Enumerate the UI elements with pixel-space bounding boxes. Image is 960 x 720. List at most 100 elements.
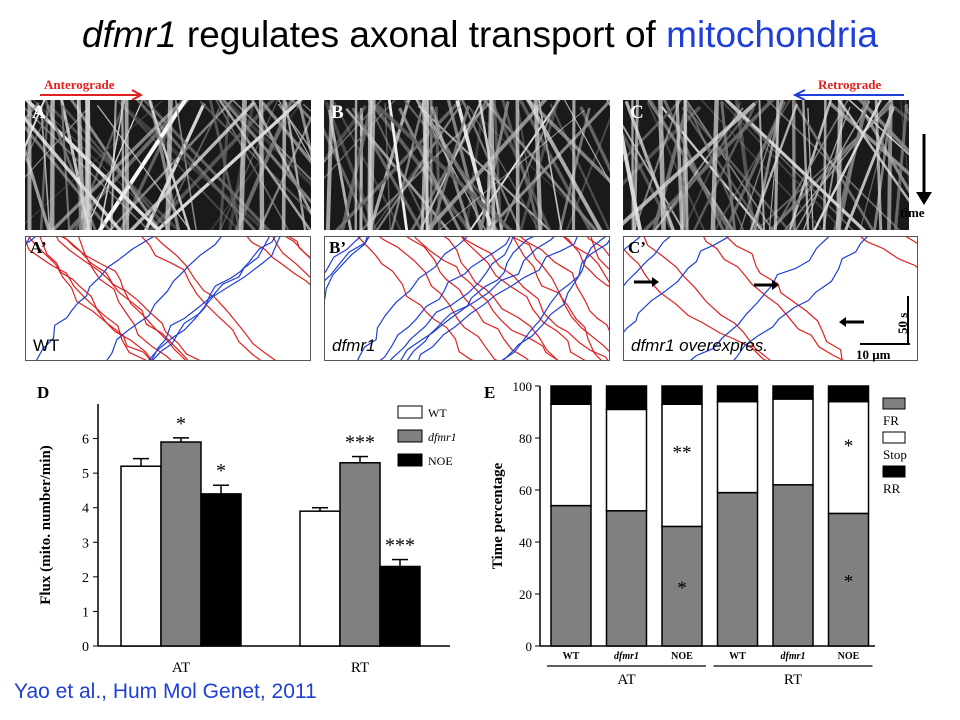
kymograph-streak	[768, 100, 894, 230]
kymograph-streak	[25, 100, 163, 224]
category-label: WT	[563, 651, 580, 662]
stacked-segment	[550, 385, 592, 405]
panel-label-a-prime: A’	[30, 238, 47, 257]
y-tick-label: 0	[526, 639, 533, 654]
kymograph-streak	[50, 102, 181, 230]
pause-arrow-head-icon	[839, 317, 846, 327]
kymograph-c	[623, 100, 909, 230]
significance-label: *	[844, 436, 854, 457]
legend-swatch	[397, 429, 423, 443]
kymograph-streak	[438, 109, 586, 230]
retrograde-trace	[325, 237, 370, 300]
title-middle: regulates axonal transport of	[176, 14, 667, 55]
kymograph-streak	[99, 100, 126, 230]
kymograph-stationary	[836, 100, 843, 230]
legend-swatch	[397, 453, 423, 467]
kymograph-streak	[25, 116, 123, 230]
kymograph-stationary	[425, 100, 430, 230]
anterograde-trace	[62, 237, 187, 360]
kymograph-streak	[366, 100, 473, 230]
panel-label-a: A	[32, 102, 46, 123]
retrograde-trace	[733, 237, 868, 360]
kymograph-streak	[844, 105, 896, 230]
anterograde-trace	[154, 237, 276, 360]
group-label: RT	[784, 672, 802, 688]
kymograph-stationary	[658, 100, 666, 230]
category-label: AT	[172, 660, 190, 676]
significance-label: ***	[385, 535, 415, 557]
anterograde-trace	[562, 237, 609, 283]
kymograph-streak	[525, 100, 610, 184]
chart-d: 0 1 2 3 4 5 6 Flux (mito. number/min) * * AT *** ***…	[38, 404, 457, 676]
kymograph-streak	[174, 100, 197, 230]
kymograph-streak	[430, 105, 470, 230]
kymograph-streak	[129, 101, 256, 230]
kymograph-streak	[873, 100, 894, 230]
retrograde-trace	[26, 237, 28, 361]
anterograde-trace	[461, 237, 586, 360]
kymograph-stationary	[281, 100, 287, 230]
anterograde-trace	[512, 237, 602, 360]
kymograph-streak	[493, 100, 502, 230]
significance-label: *	[216, 460, 226, 482]
stacked-segment	[661, 385, 703, 405]
kymograph-streak	[297, 101, 311, 159]
kymograph-streak	[446, 100, 483, 230]
kymograph-streak	[501, 100, 542, 230]
panel-label-e: E	[484, 383, 496, 402]
kymograph-streak	[681, 106, 765, 230]
stacked-segment	[605, 510, 648, 647]
trace-panel-b	[324, 236, 610, 361]
kymograph-streak	[887, 100, 893, 230]
category-label: NOE	[838, 651, 860, 662]
y-tick-label: 0	[82, 640, 89, 655]
panel-label-c: C	[630, 102, 644, 123]
y-tick-label: 100	[513, 379, 533, 394]
kymograph-streak	[518, 100, 592, 230]
panel-label-c-prime: C’	[628, 238, 646, 257]
trace-b-genotype: dfmr1	[332, 336, 376, 355]
bar	[200, 493, 242, 647]
anterograde-trace	[26, 239, 147, 360]
trace-a-genotype: WT	[33, 336, 60, 355]
stacked-segment	[661, 403, 703, 528]
legend-swatch	[882, 431, 906, 444]
stacked-segment	[605, 408, 648, 512]
retrograde-trace	[325, 237, 368, 281]
kymograph-stationary	[367, 100, 372, 230]
anterograde-trace	[512, 237, 609, 352]
slide-title: dfmr1 regulates axonal transport of mito…	[0, 14, 960, 56]
kymograph-streak	[485, 100, 610, 230]
anterograde-trace	[725, 237, 844, 360]
kymograph-streak	[807, 107, 814, 230]
legend-label: WT	[428, 406, 447, 420]
kymograph-streak	[40, 106, 51, 230]
retrograde-label: Retrograde	[818, 77, 882, 92]
anterograde-trace	[141, 237, 262, 360]
kymograph-streak	[277, 103, 311, 151]
kymograph-streak	[425, 100, 548, 230]
kymograph-streak	[219, 100, 279, 230]
kymograph-streak	[155, 100, 303, 230]
y-tick-label: 4	[82, 502, 89, 517]
legend-label: FR	[883, 413, 899, 428]
stacked-segment	[605, 385, 648, 411]
anterograde-trace	[860, 237, 917, 268]
kymograph-streak	[390, 100, 426, 230]
category-label: WT	[729, 651, 746, 662]
anterograde-trace	[39, 237, 153, 360]
kymograph-stationary	[823, 100, 827, 230]
kymograph-stationary	[486, 100, 492, 230]
kymograph-streak	[324, 127, 372, 230]
kymograph-streak	[900, 100, 909, 192]
kymograph-a	[25, 100, 311, 230]
retrograde-trace	[36, 237, 155, 360]
kymograph-stationary	[710, 100, 719, 230]
kymograph-streak	[623, 132, 643, 230]
legend-swatch	[882, 465, 906, 478]
legend-label: Stop	[883, 447, 907, 462]
kymograph-stationary	[124, 100, 130, 230]
y-tick-label: 40	[519, 535, 532, 550]
stop-arrows	[634, 277, 864, 327]
kymograph-streak	[221, 100, 311, 204]
